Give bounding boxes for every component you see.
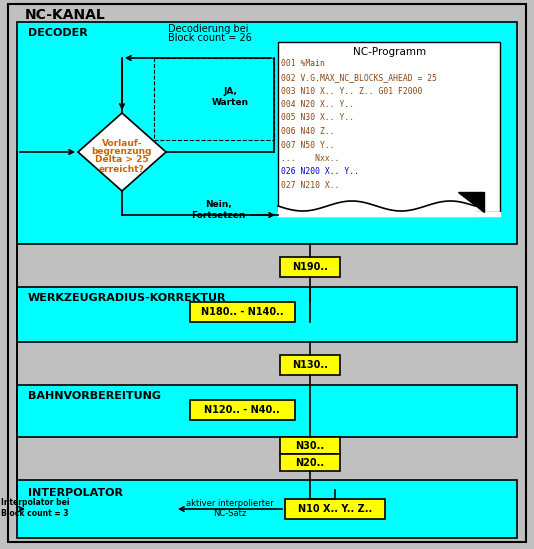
Text: 002 V.G.MAX_NC_BLOCKS_AHEAD = 25: 002 V.G.MAX_NC_BLOCKS_AHEAD = 25 bbox=[281, 73, 437, 82]
Text: INTERPOLATOR: INTERPOLATOR bbox=[28, 488, 123, 498]
Bar bbox=[17, 287, 517, 342]
Bar bbox=[190, 302, 295, 322]
Bar bbox=[280, 437, 340, 454]
Text: 001 %Main: 001 %Main bbox=[281, 59, 325, 69]
Bar bbox=[280, 355, 340, 375]
Bar bbox=[17, 22, 517, 244]
Text: WERKZEUGRADIUS-KORREKTUR: WERKZEUGRADIUS-KORREKTUR bbox=[28, 293, 226, 303]
Bar bbox=[17, 385, 517, 437]
Text: N180.. - N140..: N180.. - N140.. bbox=[201, 307, 284, 317]
Text: N30..: N30.. bbox=[295, 441, 325, 451]
Text: Decodierung bei: Decodierung bei bbox=[168, 24, 248, 34]
Text: begrenzung: begrenzung bbox=[92, 148, 152, 156]
Bar bbox=[280, 454, 340, 471]
Text: aktiver interpolierter: aktiver interpolierter bbox=[186, 500, 274, 508]
Text: 004 N20 X.. Y..: 004 N20 X.. Y.. bbox=[281, 100, 354, 109]
Text: NC-KANAL: NC-KANAL bbox=[25, 8, 106, 22]
Text: N130..: N130.. bbox=[292, 360, 328, 370]
Text: Delta > 25: Delta > 25 bbox=[95, 155, 149, 165]
Bar bbox=[17, 480, 517, 538]
Text: JA,
Warten: JA, Warten bbox=[211, 87, 248, 107]
Bar bbox=[285, 499, 385, 519]
Text: Block count = 26: Block count = 26 bbox=[168, 33, 252, 43]
Text: 027 N210 X..: 027 N210 X.. bbox=[281, 181, 340, 190]
Text: N10 X.. Y.. Z..: N10 X.. Y.. Z.. bbox=[298, 504, 372, 514]
Text: N120.. - N40..: N120.. - N40.. bbox=[204, 405, 280, 415]
Text: 007 N50 Y..: 007 N50 Y.. bbox=[281, 141, 335, 149]
Text: 026 N200 X.. Y..: 026 N200 X.. Y.. bbox=[281, 167, 359, 176]
Text: ...    Nxx..: ... Nxx.. bbox=[281, 154, 340, 163]
Text: DECODER: DECODER bbox=[28, 28, 88, 38]
Text: Interpolator bei
Block count = 3: Interpolator bei Block count = 3 bbox=[1, 498, 69, 518]
Text: N20..: N20.. bbox=[295, 458, 325, 468]
Bar bbox=[280, 257, 340, 277]
Bar bbox=[154, 58, 274, 140]
Bar bbox=[278, 42, 500, 212]
Text: Nein,
Fortsetzen: Nein, Fortsetzen bbox=[191, 200, 245, 220]
Text: 003 N10 X.. Y.. Z.. G01 F2000: 003 N10 X.. Y.. Z.. G01 F2000 bbox=[281, 87, 422, 96]
Text: 006 N40 Z..: 006 N40 Z.. bbox=[281, 127, 335, 136]
Text: Vorlauf-: Vorlauf- bbox=[102, 139, 142, 148]
Polygon shape bbox=[458, 192, 484, 212]
Polygon shape bbox=[78, 113, 166, 191]
Text: 005 N30 X.. Y..: 005 N30 X.. Y.. bbox=[281, 114, 354, 122]
Text: NC-Satz: NC-Satz bbox=[214, 509, 247, 518]
Text: BAHNVORBEREITUNG: BAHNVORBEREITUNG bbox=[28, 391, 161, 401]
Text: NC-Programm: NC-Programm bbox=[354, 47, 427, 57]
Text: N190..: N190.. bbox=[292, 262, 328, 272]
Bar bbox=[190, 400, 295, 420]
Text: erreicht?: erreicht? bbox=[99, 165, 145, 173]
